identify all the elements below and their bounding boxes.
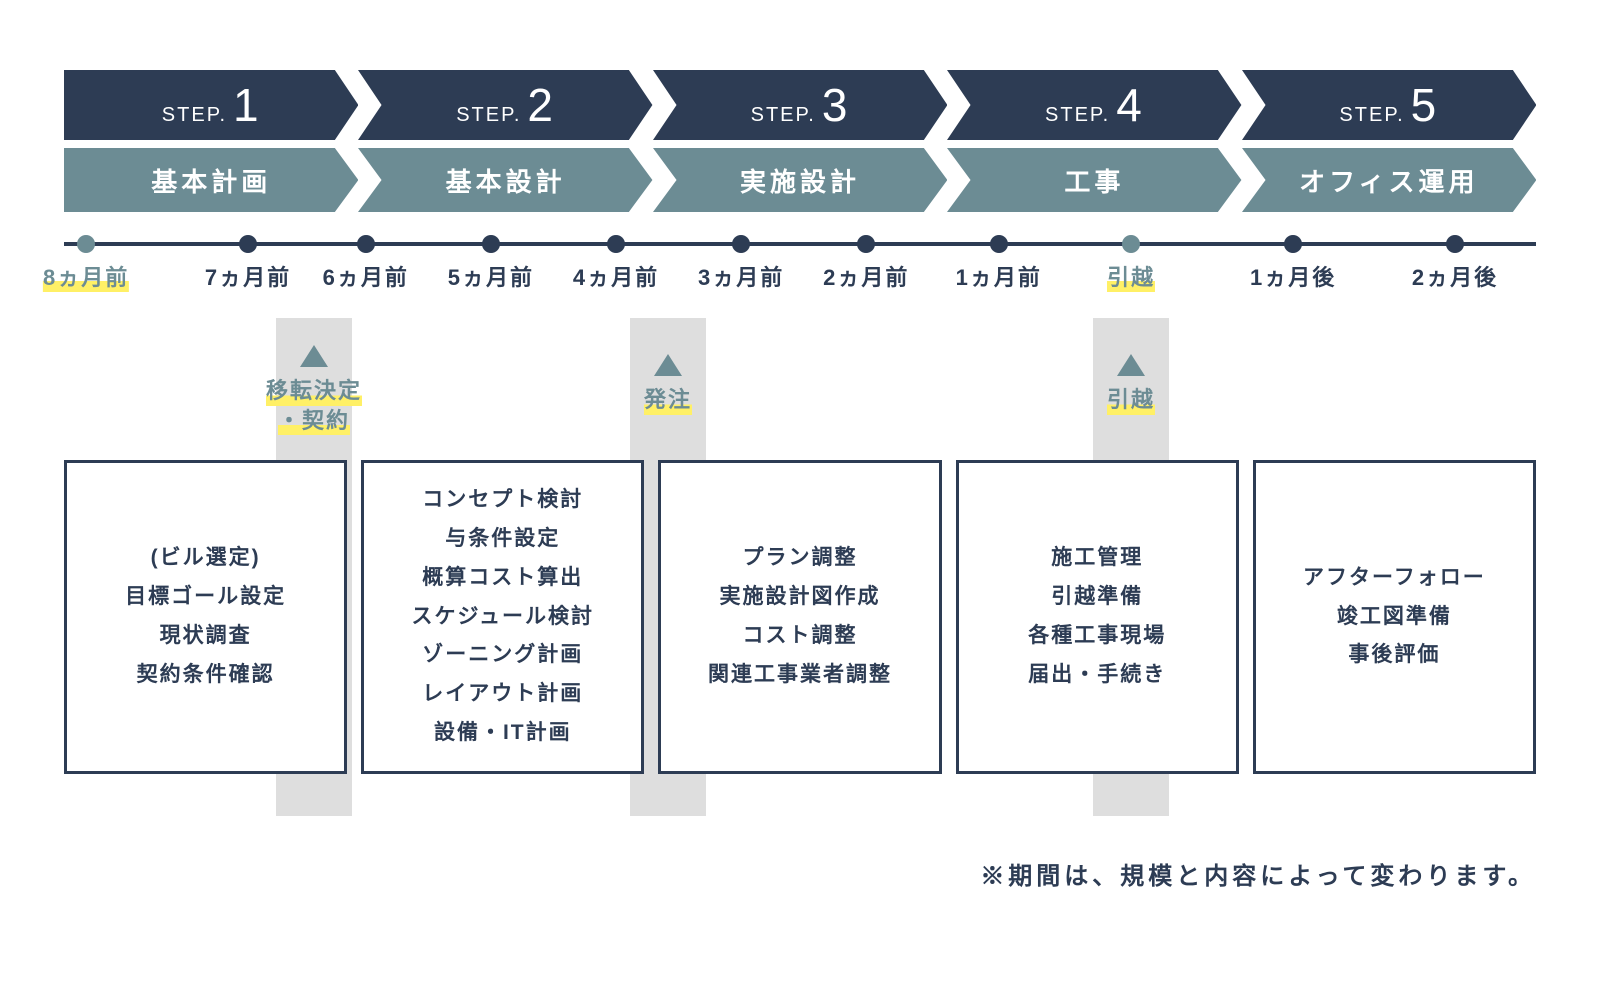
detail-line: ゾーニング計画 <box>422 636 583 675</box>
detail-line: (ビル選定) <box>151 539 261 578</box>
step-number: 1 <box>233 78 261 132</box>
timeline-dot <box>1122 235 1140 253</box>
milestone-label: 発注 <box>644 385 692 415</box>
step-prefix: STEP. <box>1045 104 1110 127</box>
detail-line: 概算コスト算出 <box>422 559 583 598</box>
detail-line: 竣工図準備 <box>1337 598 1452 637</box>
triangle-up-icon <box>654 354 682 376</box>
step-prefix: STEP. <box>751 104 816 127</box>
phase-label: 基本設計 <box>446 162 566 199</box>
timeline-label: 6ヵ月前 <box>323 260 409 292</box>
detail-line: 届出・手続き <box>1028 656 1166 695</box>
triangle-up-icon <box>300 345 328 367</box>
timeline-dot <box>857 235 875 253</box>
phase-arrow-5: オフィス運用 <box>1242 148 1536 212</box>
timeline-label: 8ヵ月前 <box>43 260 129 292</box>
detail-box-4: 施工管理引越準備各種工事現場届出・手続き <box>956 460 1239 774</box>
detail-line: 各種工事現場 <box>1028 617 1166 656</box>
detail-line: コンセプト検討 <box>422 481 583 520</box>
step-arrow-5: STEP. 5 <box>1242 70 1536 140</box>
step-arrow-4: STEP. 4 <box>947 70 1241 140</box>
diagram-container: STEP. 1 STEP. 2 STEP. 3 STEP. 4 STEP. 5 … <box>0 0 1600 988</box>
step-arrow-3: STEP. 3 <box>653 70 947 140</box>
phase-arrow-3: 実施設計 <box>653 148 947 212</box>
timeline-line <box>64 242 1536 246</box>
detail-line: 関連工事業者調整 <box>708 656 892 695</box>
detail-line: コスト調整 <box>743 617 858 656</box>
step-number: 5 <box>1411 78 1439 132</box>
step-number: 3 <box>822 78 850 132</box>
phase-arrow-row: 基本計画 基本設計 実施設計 工事 オフィス運用 <box>64 148 1536 212</box>
step-prefix: STEP. <box>162 104 227 127</box>
step-arrow-1: STEP. 1 <box>64 70 358 140</box>
timeline-label: 1ヵ月後 <box>1250 260 1336 292</box>
detail-line: 実施設計図作成 <box>720 578 881 617</box>
detail-line: 施工管理 <box>1051 539 1143 578</box>
timeline-label: 2ヵ月前 <box>823 260 909 292</box>
detail-box-row: (ビル選定)目標ゴール設定現状調査契約条件確認コンセプト検討与条件設定概算コスト… <box>64 460 1536 774</box>
step-prefix: STEP. <box>1339 104 1404 127</box>
detail-box-2: コンセプト検討与条件設定概算コスト算出スケジュール検討ゾーニング計画レイアウト計… <box>361 460 644 774</box>
detail-box-5: アフターフォロー竣工図準備事後評価 <box>1253 460 1536 774</box>
footnote: ※期間は、規模と内容によって変わります。 <box>980 856 1536 891</box>
detail-line: スケジュール検討 <box>412 598 595 637</box>
milestone-label: 移転決定・契約 <box>266 376 362 435</box>
timeline-dot <box>482 235 500 253</box>
timeline-label: 2ヵ月後 <box>1412 260 1498 292</box>
phase-label: 基本計画 <box>151 162 271 199</box>
timeline-label: 1ヵ月前 <box>956 260 1042 292</box>
timeline-label: 7ヵ月前 <box>205 260 291 292</box>
detail-box-3: プラン調整実施設計図作成コスト調整関連工事業者調整 <box>658 460 941 774</box>
detail-box-1: (ビル選定)目標ゴール設定現状調査契約条件確認 <box>64 460 347 774</box>
detail-line: 現状調査 <box>160 617 252 656</box>
step-number: 2 <box>527 78 555 132</box>
timeline-dot <box>357 235 375 253</box>
timeline-dot <box>990 235 1008 253</box>
timeline: 8ヵ月前7ヵ月前6ヵ月前5ヵ月前4ヵ月前3ヵ月前2ヵ月前1ヵ月前引越1ヵ月後2ヵ… <box>64 232 1536 292</box>
detail-line: 引越準備 <box>1051 578 1143 617</box>
timeline-dot <box>732 235 750 253</box>
phase-label: 実施設計 <box>740 162 860 199</box>
detail-line: アフターフォロー <box>1303 559 1486 598</box>
detail-line: レイアウト計画 <box>422 675 583 714</box>
timeline-label: 5ヵ月前 <box>448 260 534 292</box>
timeline-label: 引越 <box>1107 260 1155 292</box>
detail-line: 目標ゴール設定 <box>125 578 286 617</box>
timeline-label: 3ヵ月前 <box>698 260 784 292</box>
step-arrow-2: STEP. 2 <box>358 70 652 140</box>
phase-label: オフィス運用 <box>1299 162 1478 199</box>
timeline-dot <box>77 235 95 253</box>
milestone-label: 引越 <box>1107 385 1155 415</box>
phase-arrow-4: 工事 <box>947 148 1241 212</box>
timeline-dot <box>1446 235 1464 253</box>
step-number: 4 <box>1116 78 1144 132</box>
timeline-dot <box>607 235 625 253</box>
triangle-up-icon <box>1117 354 1145 376</box>
detail-line: 与条件設定 <box>445 520 560 559</box>
detail-line: プラン調整 <box>743 539 858 578</box>
step-arrow-row: STEP. 1 STEP. 2 STEP. 3 STEP. 4 STEP. 5 <box>64 70 1536 140</box>
timeline-label: 4ヵ月前 <box>573 260 659 292</box>
detail-line: 設備・IT計画 <box>434 714 572 753</box>
detail-line: 契約条件確認 <box>137 656 275 695</box>
detail-line: 事後評価 <box>1348 636 1440 675</box>
step-prefix: STEP. <box>456 104 521 127</box>
phase-label: 工事 <box>1064 162 1124 199</box>
phase-arrow-1: 基本計画 <box>64 148 358 212</box>
phase-arrow-2: 基本設計 <box>358 148 652 212</box>
timeline-dot <box>239 235 257 253</box>
timeline-dot <box>1284 235 1302 253</box>
